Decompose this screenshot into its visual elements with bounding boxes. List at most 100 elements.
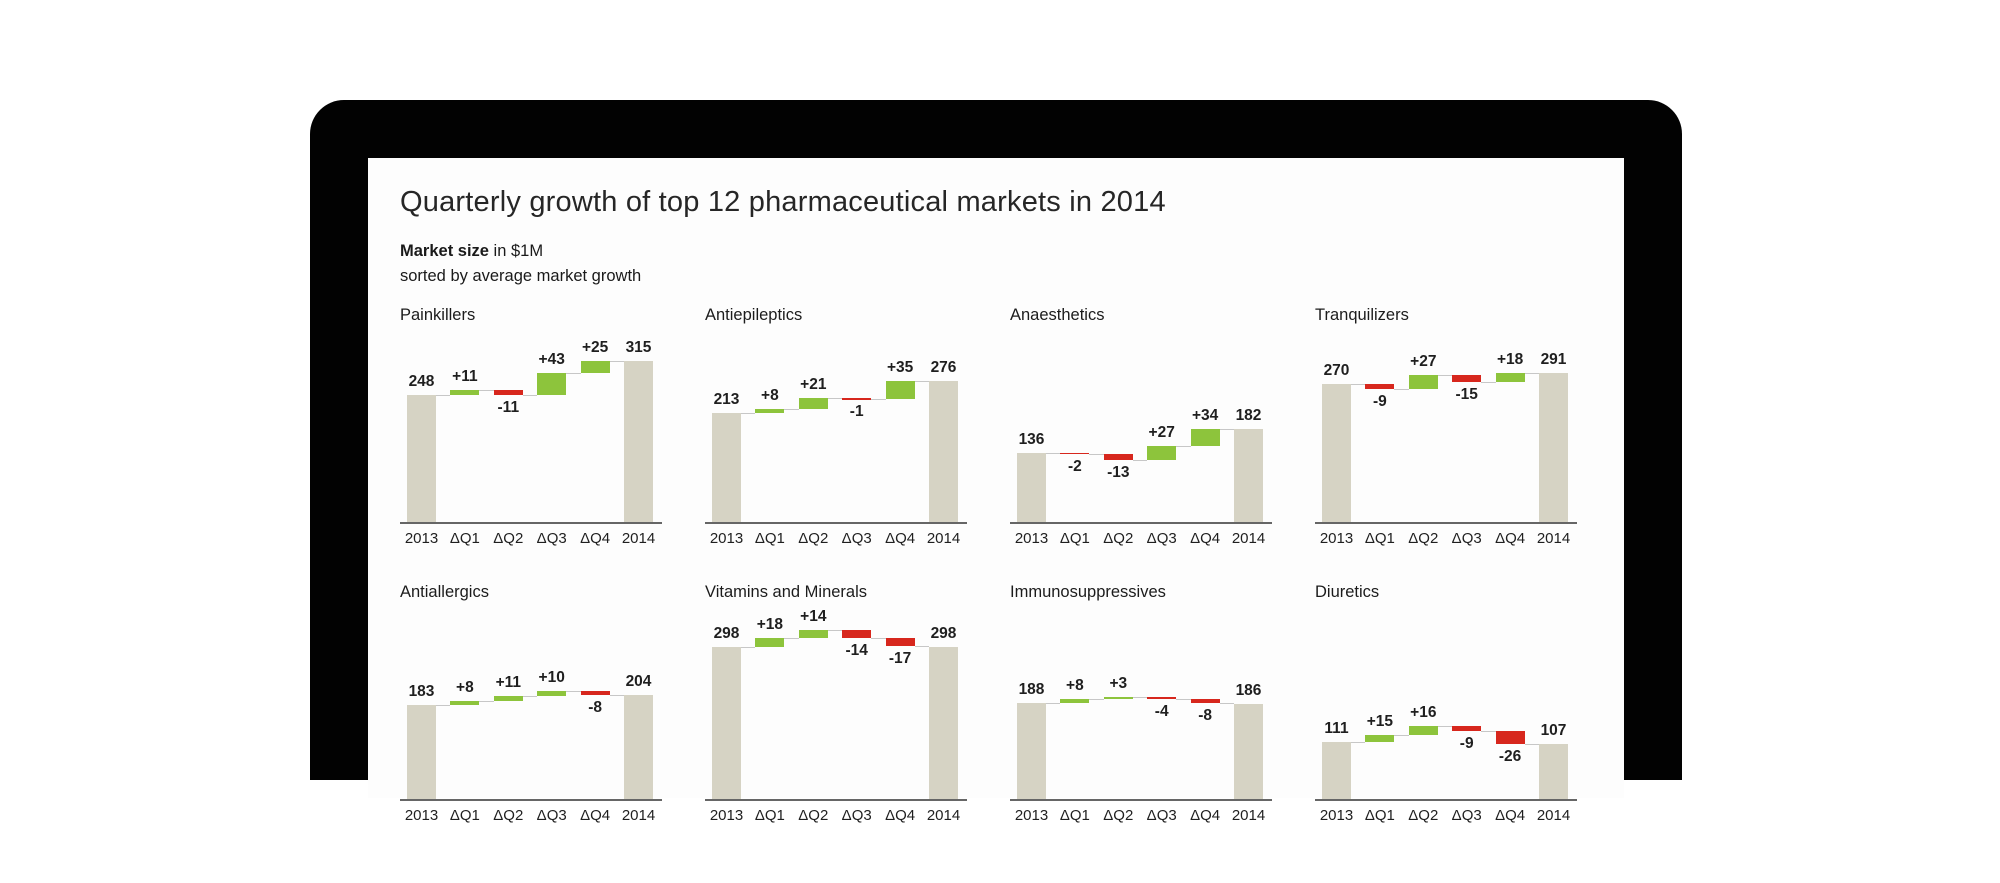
connector-line bbox=[1524, 373, 1539, 375]
x-tick-label: 2013 bbox=[1014, 530, 1049, 547]
value-label: -9 bbox=[1459, 735, 1474, 753]
value-label: +18 bbox=[1496, 351, 1524, 369]
connector-line bbox=[609, 694, 624, 696]
value-label: +10 bbox=[538, 668, 565, 686]
device-frame: Quarterly growth of top 12 pharmaceutica… bbox=[310, 100, 1682, 824]
delta-bar-up bbox=[1060, 698, 1090, 703]
value-label: 291 bbox=[1540, 351, 1567, 369]
connector-line bbox=[871, 637, 886, 639]
value-label: 248 bbox=[408, 373, 435, 391]
connector-line bbox=[1481, 731, 1496, 733]
x-tick-label: ΔQ3 bbox=[1146, 530, 1177, 547]
delta-bar-up bbox=[537, 690, 567, 696]
value-label: -26 bbox=[1498, 748, 1522, 766]
connector-line bbox=[914, 380, 929, 382]
x-tick-label: ΔQ3 bbox=[1451, 530, 1482, 547]
value-label: +8 bbox=[1066, 676, 1084, 694]
x-tick-label: ΔQ1 bbox=[449, 530, 480, 547]
delta-bar-up bbox=[1408, 726, 1438, 735]
total-bar-end bbox=[1234, 703, 1263, 799]
connector-line bbox=[1394, 388, 1409, 390]
value-label: +27 bbox=[1410, 352, 1437, 370]
chart-title: Immunosuppressives bbox=[1010, 583, 1166, 601]
x-tick-label: ΔQ1 bbox=[754, 530, 785, 547]
value-label: +25 bbox=[581, 338, 609, 356]
connector-line bbox=[436, 705, 451, 707]
total-bar-start bbox=[712, 646, 741, 799]
connector-line bbox=[609, 360, 624, 362]
value-label: +43 bbox=[538, 351, 565, 369]
total-bar-end bbox=[1234, 428, 1263, 522]
chart-title: Antiepileptics bbox=[705, 306, 803, 324]
delta-bar-up bbox=[1495, 373, 1525, 383]
subtitle-units-rest: in $1M bbox=[488, 242, 544, 260]
x-tick-label: 2014 bbox=[1231, 807, 1266, 824]
value-label: 276 bbox=[930, 358, 957, 376]
connector-line bbox=[741, 413, 756, 415]
value-label: 298 bbox=[713, 624, 740, 642]
delta-bar-up bbox=[885, 380, 915, 399]
connector-line bbox=[1132, 460, 1148, 462]
total-bar-end bbox=[1539, 744, 1568, 799]
chart-painkillers: Painkillers 248 +11 -11 +43 +25 315 2013 ΔQ1 ΔQ2 Δ… bbox=[400, 306, 690, 606]
x-tick-label: 2014 bbox=[926, 530, 961, 547]
value-label: 136 bbox=[1018, 430, 1045, 448]
chart-vitamins-and-minerals: Vitamins and Minerals 298 +18 +14 -14 -17 298 2… bbox=[705, 583, 995, 883]
connector-line bbox=[479, 389, 494, 391]
total-bar-start bbox=[407, 395, 436, 522]
report-title: Quarterly growth of top 12 pharmaceutica… bbox=[400, 186, 1166, 218]
delta-bar-up bbox=[450, 389, 480, 396]
connector-line bbox=[1219, 428, 1234, 430]
value-label: -4 bbox=[1154, 703, 1169, 721]
connector-line bbox=[522, 695, 538, 697]
delta-bar-down bbox=[1103, 453, 1133, 461]
connector-line bbox=[1132, 697, 1148, 699]
chart-title: Anaesthetics bbox=[1010, 306, 1105, 324]
chart-title: Painkillers bbox=[400, 306, 476, 324]
delta-bar-down bbox=[885, 637, 915, 647]
value-label: 204 bbox=[625, 672, 652, 690]
x-axis-line bbox=[400, 799, 662, 801]
value-label: 107 bbox=[1540, 722, 1567, 740]
delta-bar-down bbox=[1060, 452, 1090, 454]
delta-bar-up bbox=[537, 373, 567, 396]
connector-line bbox=[1176, 446, 1191, 448]
value-label: +18 bbox=[756, 615, 784, 633]
delta-bar-down bbox=[1147, 697, 1177, 700]
x-tick-label: 2013 bbox=[709, 530, 744, 547]
delta-bar-up bbox=[798, 398, 828, 410]
connector-line bbox=[827, 630, 843, 632]
x-tick-label: ΔQ4 bbox=[1190, 530, 1221, 547]
total-bar-start bbox=[1017, 702, 1046, 799]
delta-bar-up bbox=[493, 695, 523, 702]
delta-bar-up bbox=[1365, 734, 1395, 743]
total-bar-end bbox=[624, 361, 653, 522]
connector-line bbox=[522, 395, 538, 397]
connector-line bbox=[1046, 702, 1061, 704]
total-bar-end bbox=[929, 380, 958, 522]
report-sort-note: sorted by average market growth bbox=[400, 267, 642, 285]
connector-line bbox=[1437, 374, 1453, 376]
chart-title: Vitamins and Minerals bbox=[705, 583, 868, 601]
value-label: -8 bbox=[588, 698, 602, 716]
value-label: +11 bbox=[452, 367, 478, 385]
x-tick-label: ΔQ1 bbox=[1059, 530, 1090, 547]
chart-title: Antiallergics bbox=[400, 583, 489, 601]
value-label: 298 bbox=[930, 624, 957, 642]
chart-title: Tranquilizers bbox=[1315, 306, 1409, 324]
delta-bar-up bbox=[755, 637, 785, 647]
x-axis-line bbox=[400, 522, 662, 524]
connector-line bbox=[1089, 453, 1104, 455]
x-tick-label: 2013 bbox=[1319, 530, 1354, 547]
connector-line bbox=[784, 637, 799, 639]
delta-bar-down bbox=[1452, 374, 1482, 383]
connector-line bbox=[1089, 698, 1104, 700]
value-label: +3 bbox=[1109, 675, 1128, 693]
connector-line bbox=[784, 409, 799, 411]
x-tick-label: 2014 bbox=[621, 807, 656, 824]
value-label: 270 bbox=[1323, 362, 1350, 380]
connector-line bbox=[436, 395, 451, 397]
delta-bar-up bbox=[1103, 697, 1133, 699]
value-label: +15 bbox=[1366, 712, 1394, 730]
value-label: -17 bbox=[888, 650, 912, 668]
